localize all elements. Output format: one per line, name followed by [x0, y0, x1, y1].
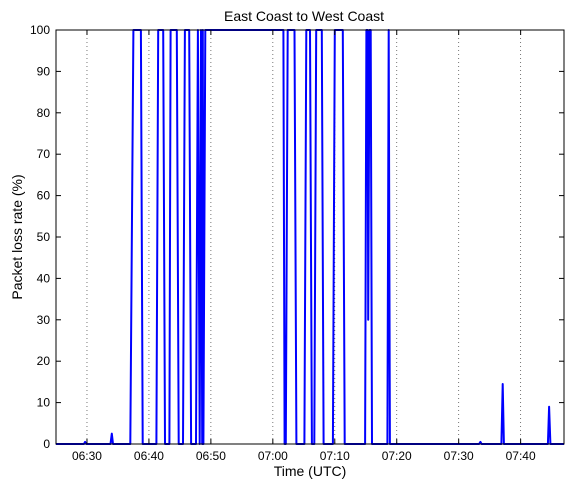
y-tick-label-9: 90 [37, 64, 51, 78]
y-tick-label-5: 50 [37, 230, 51, 244]
y-tick-label-0: 0 [43, 437, 50, 451]
y-tick-label-10: 100 [30, 23, 50, 37]
x-tick-label-5: 07:20 [382, 449, 412, 463]
y-tick-label-1: 10 [37, 396, 51, 410]
x-axis: 06:30 06:40 06:50 07:00 07:10 07:20 07:30 07:40 [72, 30, 536, 463]
x-tick-label-7: 07:40 [506, 449, 536, 463]
x-tick-label-3: 07:00 [258, 449, 288, 463]
series-line-0 [56, 29, 564, 445]
y-tick-label-8: 80 [37, 106, 51, 120]
y-axis-title: Packet loss rate (%) [9, 174, 25, 299]
grid [86, 30, 522, 444]
y-axis: 0 10 20 30 40 50 60 70 80 90 100 [30, 23, 564, 451]
x-tick-label-4: 07:10 [320, 449, 350, 463]
x-tick-label-0: 06:30 [72, 449, 102, 463]
x-tick-label-1: 06:40 [134, 449, 164, 463]
chart-title: East Coast to West Coast [224, 8, 384, 24]
x-axis-title: Time (UTC) [274, 463, 347, 479]
y-tick-label-7: 70 [37, 147, 51, 161]
x-tick-label-2: 06:50 [196, 449, 226, 463]
x-tick-label-6: 07:30 [444, 449, 474, 463]
y-tick-label-6: 60 [37, 189, 51, 203]
y-tick-label-3: 30 [37, 313, 51, 327]
y-tick-label-2: 20 [37, 354, 51, 368]
y-tick-label-4: 40 [37, 271, 51, 285]
series-layer [56, 29, 564, 445]
